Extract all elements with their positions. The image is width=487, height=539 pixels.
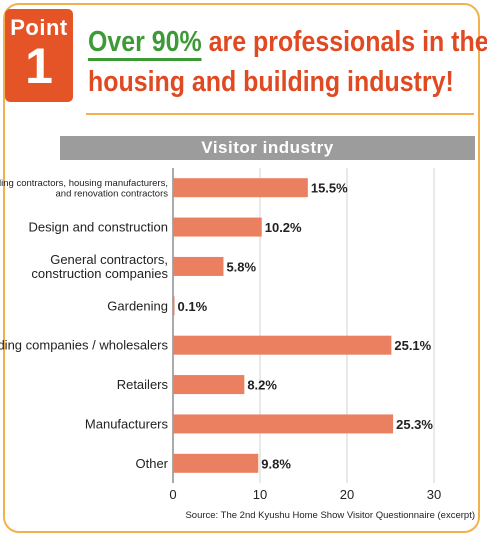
category-label: Trading companies / wholesalers xyxy=(0,338,168,353)
category-label: Design and construction xyxy=(29,220,168,235)
value-label: 25.1% xyxy=(394,338,431,353)
value-label: 8.2% xyxy=(247,378,277,393)
bar xyxy=(173,414,393,433)
category-label: Other xyxy=(135,456,168,471)
value-label: 10.2% xyxy=(265,220,302,235)
category-label: Retailers xyxy=(117,377,169,392)
bar xyxy=(173,257,223,276)
value-label: 9.8% xyxy=(261,456,291,471)
bar xyxy=(173,296,175,315)
bar xyxy=(173,178,308,197)
x-tick-label: 20 xyxy=(340,487,354,502)
value-label: 5.8% xyxy=(226,259,256,274)
value-label: 0.1% xyxy=(178,299,208,314)
category-label: General contractors, construction compani… xyxy=(31,252,168,281)
value-label: 15.5% xyxy=(311,181,348,196)
value-label: 25.3% xyxy=(396,417,433,432)
bar xyxy=(173,336,391,355)
x-tick-label: 0 xyxy=(169,487,176,502)
category-label: Gardening xyxy=(107,298,168,313)
bar xyxy=(173,454,258,473)
bar xyxy=(173,375,244,394)
category-label: Manufacturers xyxy=(85,416,169,431)
source-note: Source: The 2nd Kyushu Home Show Visitor… xyxy=(185,510,475,521)
x-tick-label: 10 xyxy=(253,487,267,502)
category-label: Building contractors, housing manufactur… xyxy=(0,178,168,200)
x-tick-label: 30 xyxy=(427,487,441,502)
bar xyxy=(173,218,262,237)
